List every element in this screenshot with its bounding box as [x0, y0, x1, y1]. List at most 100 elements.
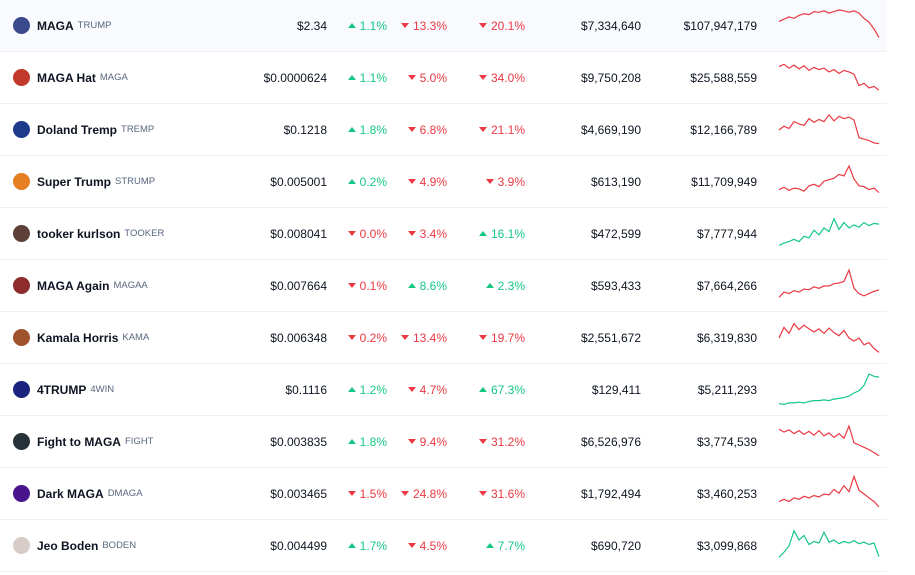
change-24h-value: 24.8%	[412, 486, 447, 501]
caret-up-icon	[478, 387, 487, 392]
sparkline-line	[778, 164, 880, 193]
change-24h: 4.5%	[407, 520, 447, 571]
coin-name-cell[interactable]: Jeo Boden BODEN	[13, 520, 243, 571]
coin-name[interactable]: MAGA	[37, 18, 74, 33]
price: $0.003465	[270, 486, 327, 501]
sparkline-line	[778, 63, 880, 91]
market-cap: $12,166,789	[690, 122, 757, 137]
change-7d: 31.2%	[478, 416, 525, 467]
change-1h: 0.1%	[347, 260, 387, 311]
table-row[interactable]: MAGA TRUMP $2.34 1.1% 13.3% 20.1% $7,334…	[0, 0, 887, 52]
change-24h: 8.6%	[407, 260, 447, 311]
sparkline-line	[778, 474, 880, 507]
volume-24h: $613,190	[590, 174, 641, 189]
coin-name[interactable]: tooker kurlson	[37, 226, 121, 241]
coin-name-cell[interactable]: Doland Tremp TREMP	[13, 104, 243, 155]
sparkline-7d[interactable]	[778, 260, 880, 311]
change-1h: 1.7%	[347, 520, 387, 571]
coin-name[interactable]: MAGA Hat	[37, 70, 96, 85]
change-24h: 5.0%	[407, 52, 447, 103]
sparkline-chart	[778, 322, 880, 353]
sparkline-7d[interactable]	[778, 416, 880, 467]
table-row[interactable]: Fight to MAGA FIGHT $0.003835 1.8% 9.4% …	[0, 416, 887, 468]
coin-name[interactable]: Fight to MAGA	[37, 434, 121, 449]
volume-24h: $2,551,672	[580, 330, 641, 345]
coin-name-cell[interactable]: MAGA Hat MAGA	[13, 52, 243, 103]
sparkline-7d[interactable]	[778, 520, 880, 571]
change-1h: 1.2%	[347, 364, 387, 415]
coin-name[interactable]: 4TRUMP	[37, 382, 87, 397]
coin-name[interactable]: Jeo Boden	[37, 538, 99, 553]
sparkline-7d[interactable]	[778, 208, 880, 259]
coin-name-cell[interactable]: tooker kurlson TOOKER	[13, 208, 243, 259]
change-1h: 0.2%	[347, 156, 387, 207]
coin-name-cell[interactable]: MAGA TRUMP	[13, 0, 243, 51]
coin-name-cell[interactable]: 4TRUMP 4WIN	[13, 364, 243, 415]
caret-up-icon	[347, 387, 356, 392]
table-row[interactable]: Jeo Boden BODEN $0.004499 1.7% 4.5% 7.7%…	[0, 520, 887, 572]
table-row[interactable]: Doland Tremp TREMP $0.1218 1.8% 6.8% 21.…	[0, 104, 887, 156]
table-row[interactable]: 4TRUMP 4WIN $0.1116 1.2% 4.7% 67.3% $129…	[0, 364, 887, 416]
coin-name-cell[interactable]: Fight to MAGA FIGHT	[13, 416, 243, 467]
sparkline-7d[interactable]	[778, 364, 880, 415]
table-row[interactable]: Super Trump STRUMP $0.005001 0.2% 4.9% 3…	[0, 156, 887, 208]
tooker-portrait-icon	[13, 225, 30, 242]
table-row[interactable]: tooker kurlson TOOKER $0.008041 0.0% 3.4…	[0, 208, 887, 260]
coin-name-cell[interactable]: MAGA Again MAGAA	[13, 260, 243, 311]
price: $0.1116	[285, 382, 327, 397]
sparkline-chart	[778, 528, 880, 558]
volume-24h: $9,750,208	[580, 70, 641, 85]
coin-symbol: MAGA	[99, 72, 128, 83]
market-cap: $107,947,179	[683, 18, 757, 33]
caret-down-icon	[407, 439, 416, 444]
change-24h: 13.4%	[400, 312, 447, 363]
caret-down-icon	[347, 335, 356, 340]
change-24h-value: 4.5%	[419, 538, 447, 553]
coin-symbol: FIGHT	[124, 436, 154, 447]
market-cap: $3,774,539	[696, 434, 757, 449]
sparkline-7d[interactable]	[778, 312, 880, 363]
coin-symbol: TOOKER	[124, 228, 165, 239]
market-cap: $6,319,830	[696, 330, 757, 345]
caret-down-icon	[407, 543, 416, 548]
table-row[interactable]: Dark MAGA DMAGA $0.003465 1.5% 24.8% 31.…	[0, 468, 887, 520]
coin-name[interactable]: Doland Tremp	[37, 122, 118, 137]
change-7d-value: 67.3%	[490, 382, 525, 397]
coin-name-cell[interactable]: Dark MAGA DMAGA	[13, 468, 243, 519]
table-row[interactable]: MAGA Again MAGAA $0.007664 0.1% 8.6% 2.3…	[0, 260, 887, 312]
price: $2.34	[296, 18, 327, 33]
sparkline-chart	[778, 8, 880, 38]
change-24h: 6.8%	[407, 104, 447, 155]
volume-24h: $4,669,190	[580, 122, 641, 137]
sparkline-7d[interactable]	[778, 156, 880, 207]
coin-name[interactable]: Kamala Horris	[37, 330, 119, 345]
sparkline-line	[778, 216, 880, 246]
coin-name[interactable]: Super Trump	[37, 174, 112, 189]
change-1h-value: 1.8%	[359, 434, 387, 449]
sparkline-7d[interactable]	[778, 104, 880, 155]
change-24h-value: 13.4%	[412, 330, 447, 345]
change-1h: 0.2%	[347, 312, 387, 363]
change-7d-value: 7.7%	[497, 538, 525, 553]
sparkline-7d[interactable]	[778, 468, 880, 519]
change-7d-value: 31.6%	[490, 486, 525, 501]
caret-down-icon	[478, 439, 487, 444]
coin-name-cell[interactable]: Kamala Horris KAMA	[13, 312, 243, 363]
coin-name[interactable]: MAGA Again	[37, 278, 110, 293]
fight-maga-icon	[13, 433, 30, 450]
coin-name[interactable]: Dark MAGA	[37, 486, 104, 501]
sparkline-line	[778, 528, 880, 558]
coin-symbol: TRUMP	[77, 20, 112, 31]
sparkline-7d[interactable]	[778, 0, 880, 51]
volume-24h: $593,433	[590, 278, 641, 293]
4trump-icon	[13, 381, 30, 398]
table-row[interactable]: Kamala Horris KAMA $0.006348 0.2% 13.4% …	[0, 312, 887, 364]
change-24h: 13.3%	[400, 0, 447, 51]
sparkline-7d[interactable]	[778, 52, 880, 103]
sparkline-line	[778, 322, 880, 353]
table-row[interactable]: MAGA Hat MAGA $0.0000624 1.1% 5.0% 34.0%…	[0, 52, 887, 104]
kamala-portrait-icon	[13, 329, 30, 346]
caret-down-icon	[400, 491, 409, 496]
coin-name-cell[interactable]: Super Trump STRUMP	[13, 156, 243, 207]
sparkline-chart	[778, 113, 880, 144]
